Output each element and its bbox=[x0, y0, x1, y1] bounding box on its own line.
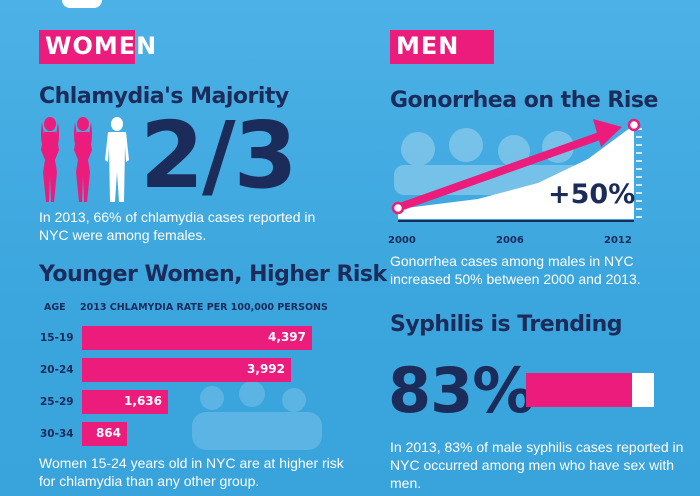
age-label: 30-34 bbox=[40, 428, 74, 440]
end-point bbox=[627, 118, 641, 132]
younger-women-text: Women 15-24 years old in NYC are at high… bbox=[39, 455, 344, 489]
year-label-2006: 2006 bbox=[496, 235, 524, 246]
age-column-header: AGE bbox=[44, 302, 66, 313]
chart-right-ticks bbox=[636, 128, 642, 218]
start-point bbox=[391, 201, 405, 215]
rate-bar: 1,636 bbox=[82, 390, 168, 414]
chlamydia-majority-text: In 2013, 66% of chlamydia cases reported… bbox=[39, 209, 316, 243]
syphilis-text: In 2013, 83% of male syphilis cases repo… bbox=[390, 439, 684, 491]
rate-column-header: 2013 CHLAMYDIA RATE PER 100,000 PERSONS bbox=[80, 302, 328, 313]
male-silhouette-icon bbox=[105, 117, 129, 202]
trend-arrow-icon bbox=[398, 119, 622, 211]
syphilis-proportion-bar bbox=[526, 373, 654, 407]
age-label: 20-24 bbox=[40, 364, 74, 376]
year-label-2000: 2000 bbox=[388, 235, 416, 246]
men-section-tag: MEN bbox=[390, 30, 494, 64]
top-decoration bbox=[62, 0, 102, 8]
syphilis-heading: Syphilis is Trending bbox=[390, 312, 623, 337]
rate-bar: 864 bbox=[82, 422, 127, 446]
rate-value: 3,992 bbox=[247, 362, 285, 376]
syphilis-percent-stat: 83% bbox=[388, 354, 534, 427]
fifty-percent-stat: +50% bbox=[548, 179, 635, 210]
rate-bar: 3,992 bbox=[82, 358, 291, 382]
rate-value: 4,397 bbox=[268, 330, 306, 344]
female-silhouette-icon bbox=[41, 117, 59, 202]
gonorrhea-trend-chart: +50% 2000 2006 2012 bbox=[388, 118, 642, 246]
gonorrhea-text: Gonorrhea cases among males in NYC incre… bbox=[390, 253, 641, 287]
female-silhouette-icon bbox=[74, 117, 92, 202]
silhouettes-group bbox=[41, 117, 129, 202]
chlamydia-majority-heading: Chlamydia's Majority bbox=[39, 84, 289, 109]
rate-value: 864 bbox=[95, 426, 121, 440]
rate-bar: 4,397 bbox=[82, 326, 312, 350]
rate-value: 1,636 bbox=[124, 394, 162, 408]
younger-women-heading: Younger Women, Higher Risk bbox=[39, 262, 387, 287]
women-section-tag: WOMEN bbox=[39, 30, 156, 64]
trend-area bbox=[398, 125, 634, 219]
two-thirds-stat: 2/3 bbox=[140, 102, 298, 209]
women-photo-background bbox=[192, 381, 322, 450]
syphilis-proportion-fill bbox=[526, 373, 632, 407]
men-tag-label: MEN bbox=[396, 32, 460, 60]
women-tag-label: WOMEN bbox=[45, 32, 158, 60]
gonorrhea-heading: Gonorrhea on the Rise bbox=[390, 88, 658, 113]
year-label-2012: 2012 bbox=[604, 235, 632, 246]
age-label: 15-19 bbox=[40, 332, 74, 344]
age-label: 25-29 bbox=[40, 396, 74, 408]
